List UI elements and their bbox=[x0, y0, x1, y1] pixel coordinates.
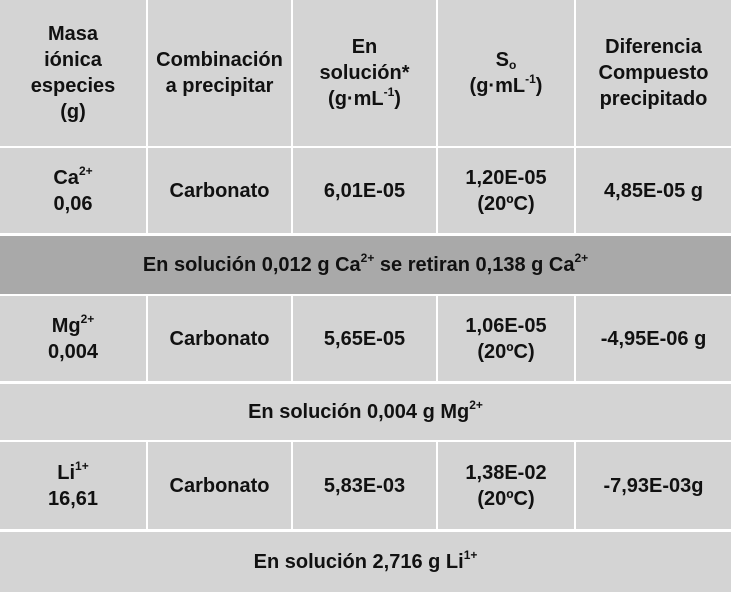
solubility-cell: 1,06E-05 (20ºC) bbox=[438, 296, 574, 381]
table-row: Li1+ 16,61 Carbonato 5,83E-03 1,38E-02 (… bbox=[0, 442, 731, 529]
header-text: precipitado bbox=[599, 88, 708, 110]
ion-cell: Ca2+ 0,06 bbox=[0, 148, 146, 233]
combination-cell: Carbonato bbox=[148, 442, 291, 529]
header-text: (g) bbox=[60, 101, 86, 123]
header-text: Combinación bbox=[156, 49, 283, 71]
solubility-value: 1,06E-05 bbox=[465, 314, 547, 337]
in-solution-cell: 5,65E-05 bbox=[293, 296, 436, 381]
header-text: iónica bbox=[44, 49, 102, 71]
ion-symbol: Mg2+ bbox=[51, 311, 95, 337]
table-header-row: Masa iónica especies (g) Combinación a p… bbox=[0, 0, 731, 146]
header-text: Masa bbox=[47, 23, 98, 45]
summary-row: En solución 2,716 g Li1+ bbox=[0, 532, 731, 592]
solubility-temp: (20ºC) bbox=[477, 192, 535, 215]
summary-text: En solución 2,716 g Li1+ bbox=[0, 532, 731, 592]
summary-row: En solución 0,004 g Mg2+ bbox=[0, 384, 731, 440]
solubility-value: 1,38E-02 bbox=[465, 461, 547, 484]
solubility-cell: 1,38E-02 (20ºC) bbox=[438, 442, 574, 529]
ion-cell: Mg2+ 0,004 bbox=[0, 296, 146, 381]
difference-cell: 4,85E-05 g bbox=[576, 148, 731, 233]
header-units: (g·mL-1) bbox=[328, 85, 401, 110]
table-row: Ca2+ 0,06 Carbonato 6,01E-05 1,20E-05 (2… bbox=[0, 148, 731, 233]
difference-cell: -4,95E-06 g bbox=[576, 296, 731, 381]
header-units: (g·mL-1) bbox=[469, 72, 543, 97]
ion-mass: 16,61 bbox=[47, 487, 99, 510]
header-combination: Combinación a precipitar bbox=[148, 0, 291, 146]
in-solution-cell: 6,01E-05 bbox=[293, 148, 436, 233]
difference-cell: -7,93E-03g bbox=[576, 442, 731, 529]
header-text: a precipitar bbox=[165, 75, 274, 97]
header-in-solution: En solución* (g·mL-1) bbox=[293, 0, 436, 146]
ion-symbol: Li1+ bbox=[57, 458, 89, 484]
solubility-temp: (20ºC) bbox=[477, 340, 535, 363]
solubility-cell: 1,20E-05 (20ºC) bbox=[438, 148, 574, 233]
combination-cell: Carbonato bbox=[148, 148, 291, 233]
summary-text: En solución 0,012 g Ca2+ se retiran 0,13… bbox=[0, 236, 731, 294]
header-text: En bbox=[351, 36, 378, 58]
header-text: especies bbox=[30, 75, 116, 97]
ion-mass: 0,06 bbox=[53, 192, 93, 215]
summary-row: En solución 0,012 g Ca2+ se retiran 0,13… bbox=[0, 236, 731, 294]
solubility-value: 1,20E-05 bbox=[465, 166, 547, 189]
header-solubility: So (g·mL-1) bbox=[438, 0, 574, 146]
solubility-temp: (20ºC) bbox=[477, 487, 535, 510]
ion-cell: Li1+ 16,61 bbox=[0, 442, 146, 529]
header-text: So bbox=[495, 49, 517, 72]
in-solution-cell: 5,83E-03 bbox=[293, 442, 436, 529]
header-text: Compuesto bbox=[598, 62, 709, 84]
header-ionic-mass: Masa iónica especies (g) bbox=[0, 0, 146, 146]
header-difference: Diferencia Compuesto precipitado bbox=[576, 0, 731, 146]
header-text: solución* bbox=[319, 62, 410, 84]
ion-mass: 0,004 bbox=[47, 340, 99, 363]
summary-text: En solución 0,004 g Mg2+ bbox=[0, 384, 731, 440]
table-row: Mg2+ 0,004 Carbonato 5,65E-05 1,06E-05 (… bbox=[0, 296, 731, 381]
header-text: Diferencia bbox=[605, 36, 702, 58]
ion-symbol: Ca2+ bbox=[53, 163, 93, 189]
combination-cell: Carbonato bbox=[148, 296, 291, 381]
